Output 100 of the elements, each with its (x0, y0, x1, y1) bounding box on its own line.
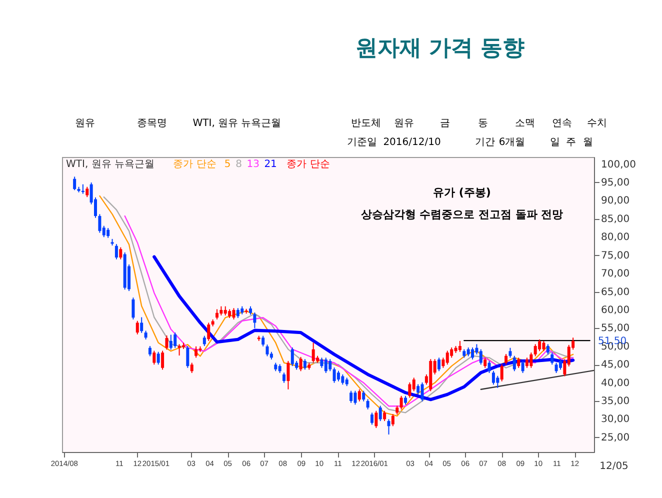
y-tick-label: 75,00 (601, 250, 630, 262)
candlestick (148, 346, 152, 357)
annotation: 유가 (주봉) (433, 186, 491, 199)
text: 원유 (394, 118, 414, 129)
text: 2016/12/10 (383, 137, 441, 148)
y-tick-label: 25,00 (601, 432, 630, 444)
candlestick (458, 340, 462, 352)
text: 소맥 (515, 118, 535, 129)
candlestick (488, 360, 491, 374)
candlestick (140, 316, 144, 334)
series-label: WTI, 원유 뉴욕근월 (66, 159, 154, 170)
legend-title: 종가 단순 (173, 159, 216, 170)
candlestick (471, 346, 474, 360)
candlestick (156, 351, 160, 366)
text: 기준일 (347, 137, 377, 148)
candlestick (114, 244, 118, 260)
candlestick (320, 357, 324, 368)
candlestick (336, 370, 340, 382)
y-tick-label: 85,00 (601, 214, 630, 225)
candlestick (282, 372, 286, 384)
candlestick (332, 367, 336, 384)
text: 원유 (75, 118, 95, 129)
candlestick (215, 308, 218, 320)
text: WTI, 원유 뉴욕근월 (192, 118, 282, 129)
candlestick (290, 346, 294, 367)
text: 8 (236, 159, 242, 170)
candlestick (266, 344, 269, 357)
y-tick-label: 90,00 (601, 196, 630, 207)
candlestick (202, 335, 206, 347)
y-tick-label: 55,00 (601, 323, 630, 334)
candlestick (98, 214, 102, 234)
candlestick (186, 346, 190, 368)
candlestick (253, 312, 256, 329)
text: 12/05 (600, 461, 628, 472)
candlestick (484, 357, 487, 368)
candlestick (73, 176, 76, 191)
y-tick-label: 100,00 (601, 159, 636, 170)
candlestick (299, 356, 302, 372)
y-tick-label: 40,00 (601, 378, 630, 389)
candlestick (207, 322, 210, 342)
candlestick (378, 405, 382, 422)
candlestick (446, 350, 449, 366)
candlestick (224, 306, 227, 316)
candlestick (362, 390, 366, 402)
candlestick (370, 412, 374, 426)
y-tick-label: 65,00 (601, 286, 630, 298)
candlestick (374, 410, 378, 428)
candlestick (81, 184, 84, 194)
candlestick (546, 344, 550, 355)
candlestick (161, 350, 164, 370)
candlestick (420, 382, 424, 402)
y-tick-label: 70,00 (601, 268, 630, 280)
candlestick (136, 320, 139, 335)
candlestick (400, 395, 403, 410)
text: 21 (264, 159, 277, 170)
candlestick (525, 357, 528, 368)
candlestick (508, 347, 512, 358)
text: 5 (224, 159, 231, 170)
candlestick (86, 186, 89, 198)
text: 수치 (587, 118, 607, 129)
text: 동 (478, 118, 488, 129)
y-tick-label: 30,00 (601, 414, 630, 426)
candlestick (387, 418, 390, 436)
candlestick (119, 246, 122, 260)
text: 6개월 (498, 137, 526, 148)
candlestick (165, 334, 168, 350)
candlestick (504, 354, 508, 366)
candlestick (194, 346, 198, 358)
candlestick (169, 334, 172, 350)
candlestick (554, 362, 558, 374)
candlestick (262, 335, 265, 347)
candlestick (534, 344, 537, 357)
candlestick (383, 410, 386, 422)
candlestick (521, 360, 524, 374)
text: 월 (583, 137, 593, 148)
candlestick (512, 355, 516, 372)
text: 일 (550, 137, 560, 148)
candlestick (358, 388, 361, 402)
text: 기간 (475, 137, 495, 148)
text: 13 (246, 159, 260, 170)
candlestick (178, 344, 181, 356)
candlestick (496, 375, 500, 388)
text: 반도체 (351, 118, 381, 129)
candlestick (303, 358, 306, 370)
candlestick (190, 362, 194, 374)
candlestick (324, 357, 328, 374)
candlestick (550, 352, 554, 366)
y-tick-label: 95,00 (601, 177, 630, 188)
candlestick (341, 374, 344, 386)
candlestick (152, 350, 156, 366)
candlestick (479, 348, 482, 366)
candlestick (106, 228, 110, 238)
annotation: 종가 단순 (286, 159, 330, 170)
y-tick-label: 35,00 (601, 396, 630, 408)
candlestick (286, 360, 290, 390)
candlestick (312, 342, 315, 364)
y-tick-label: 45,00 (601, 360, 630, 371)
candlestick (542, 340, 546, 352)
candlestick (232, 308, 236, 320)
candlestick (391, 414, 394, 427)
